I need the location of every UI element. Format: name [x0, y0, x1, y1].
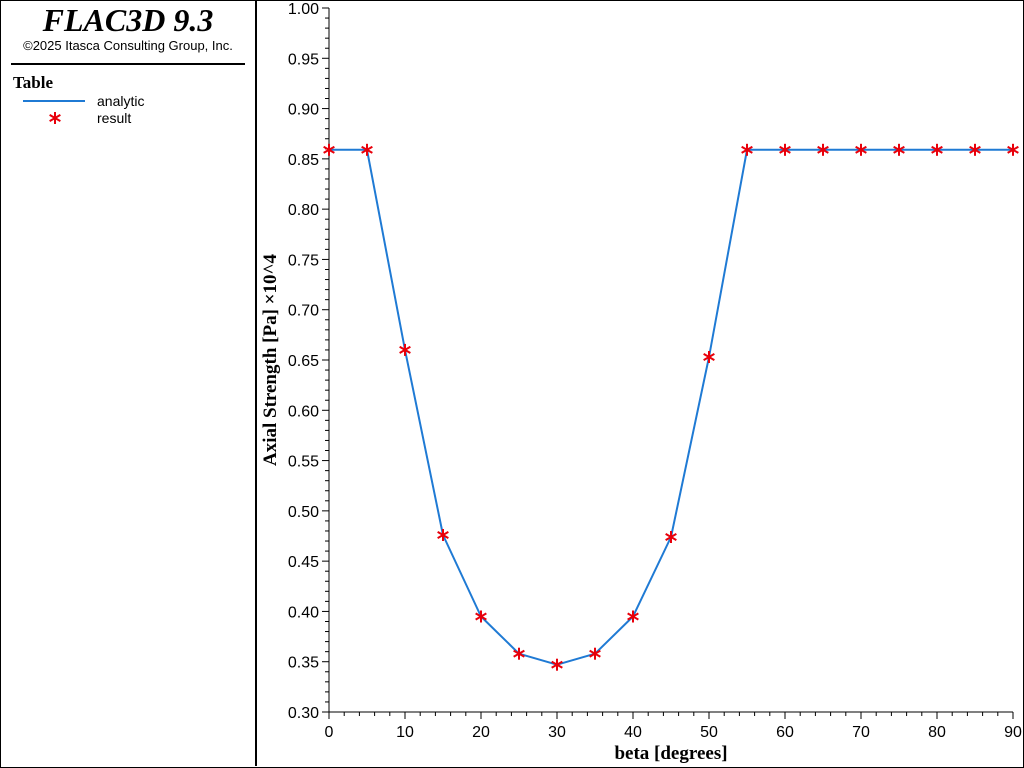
data-point-result	[551, 658, 563, 671]
chart-series	[323, 143, 1019, 671]
data-point-result	[665, 531, 677, 543]
x-tick-label: 10	[396, 724, 414, 741]
data-point-result	[969, 143, 981, 156]
y-tick-label: 0.95	[288, 51, 319, 68]
data-point-result	[817, 143, 829, 156]
x-tick-label: 80	[928, 724, 946, 741]
y-tick-label: 0.30	[288, 705, 319, 722]
x-axis-title: beta [degrees]	[614, 743, 727, 764]
legend-item-result: result	[23, 110, 243, 126]
data-point-result	[437, 529, 449, 541]
data-point-result	[779, 143, 791, 156]
y-tick-label: 0.45	[288, 554, 319, 571]
x-tick-label: 20	[472, 724, 490, 741]
data-point-result	[1007, 143, 1019, 156]
y-tick-label: 0.75	[288, 252, 319, 269]
y-tick-label: 0.35	[288, 655, 319, 672]
data-point-result	[513, 647, 525, 660]
x-tick-label: 30	[548, 724, 566, 741]
chart-axes: 0.30 0.35 0.40 0.45 0.50 0.55 0.60 0.65 0.70 0.75…	[288, 1, 1022, 741]
x-tick-label: 90	[1004, 724, 1022, 741]
legend-item-analytic: analytic	[23, 93, 243, 109]
data-point-result	[361, 143, 373, 156]
y-tick-label: 0.70	[288, 303, 319, 320]
legend-line-swatch	[23, 100, 85, 102]
y-axis-title: Axial Strength [Pa] ×10^4	[260, 253, 281, 466]
x-tick-label: 0	[325, 724, 334, 741]
copyright-text: ©2025 Itasca Consulting Group, Inc.	[23, 38, 233, 53]
y-tick-label: 0.80	[288, 202, 319, 219]
y-tick-label: 0.50	[288, 504, 319, 521]
y-tick-label: 0.55	[288, 454, 319, 471]
data-point-result	[475, 610, 487, 623]
data-point-result	[627, 610, 639, 623]
y-tick-label: 0.90	[288, 102, 319, 119]
data-point-result	[589, 647, 601, 660]
x-tick-label: 60	[776, 724, 794, 741]
app-title: FLAC3D 9.3	[42, 2, 214, 38]
x-tick-label: 70	[852, 724, 870, 741]
legend-panel: FLAC3D 9.3 ©2025 Itasca Consulting Group…	[1, 1, 257, 766]
x-tick-label: 40	[624, 724, 642, 741]
legend-label-result: result	[97, 110, 132, 126]
data-point-result	[855, 143, 867, 156]
y-tick-label: 0.60	[288, 403, 319, 420]
legend-title: Table	[13, 73, 54, 92]
y-tick-label: 0.65	[288, 353, 319, 370]
data-point-result	[399, 343, 411, 356]
title-divider	[11, 63, 245, 65]
data-point-result	[323, 143, 335, 156]
data-point-result	[893, 143, 905, 156]
y-tick-label: 1.00	[288, 1, 319, 18]
legend-label-analytic: analytic	[97, 93, 145, 109]
x-tick-label: 50	[700, 724, 718, 741]
y-tick-label: 0.40	[288, 604, 319, 621]
data-point-result	[931, 143, 943, 156]
data-point-result	[741, 143, 753, 156]
data-point-result	[703, 351, 715, 363]
y-tick-label: 0.85	[288, 152, 319, 169]
star-marker-icon	[49, 112, 61, 124]
series-line-analytic	[329, 148, 1013, 666]
